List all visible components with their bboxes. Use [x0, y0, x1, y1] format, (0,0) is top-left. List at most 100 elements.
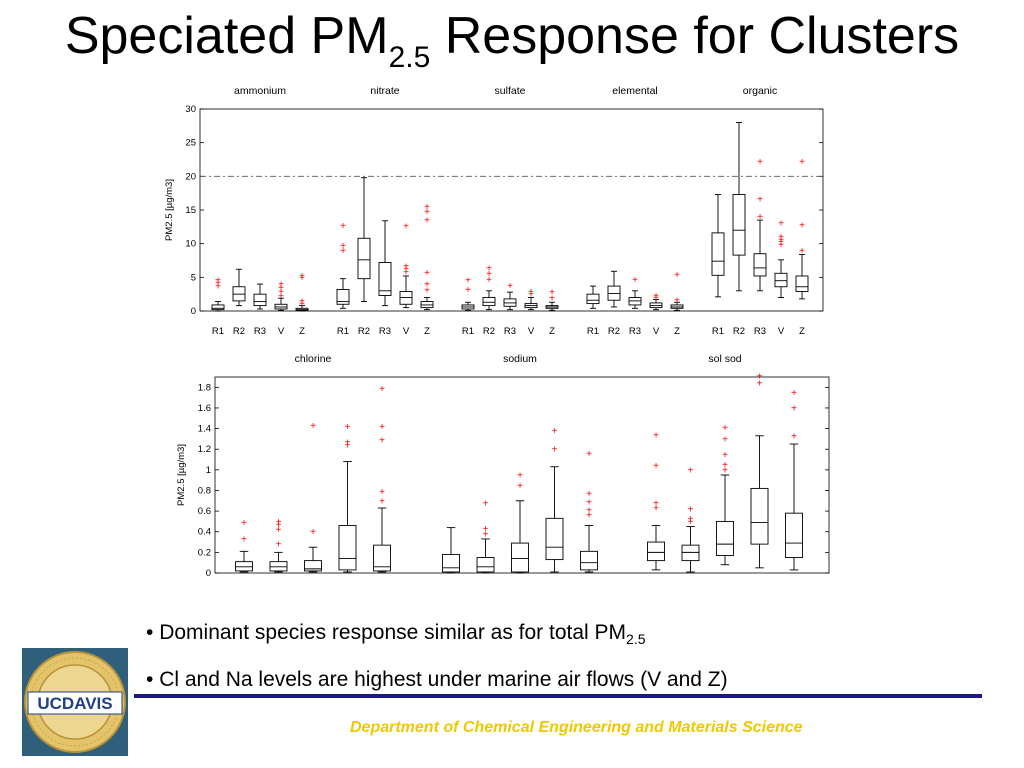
group-title: sulfate — [495, 85, 526, 97]
y-tick-label: 25 — [185, 138, 196, 149]
bullet-item: • Dominant species response similar as f… — [146, 621, 646, 648]
y-tick-label: 1.4 — [198, 424, 211, 435]
outlier-point: + — [586, 506, 592, 517]
x-tick-label: R2 — [483, 326, 495, 337]
x-tick-label: Z — [549, 326, 555, 337]
outlier-point: + — [549, 294, 555, 305]
x-tick-label: R1 — [712, 326, 724, 337]
x-tick-label: R1 — [462, 326, 474, 337]
group-title: ammonium — [234, 85, 286, 97]
y-tick-label: 1.2 — [198, 444, 211, 455]
outlier-point: + — [379, 496, 385, 507]
y-tick-label: 5 — [191, 272, 196, 283]
outlier-point: + — [586, 449, 592, 460]
outlier-point: + — [688, 514, 694, 525]
outlier-point: + — [465, 285, 471, 296]
box-body — [732, 194, 746, 256]
outlier-point: + — [507, 281, 513, 292]
x-tick-label: R3 — [504, 326, 516, 337]
y-tick-label: 30 — [185, 104, 196, 115]
outlier-point: + — [340, 246, 346, 257]
group-title: nitrate — [370, 85, 399, 97]
outlier-point: + — [486, 269, 492, 280]
y-tick-label: 1.6 — [198, 403, 211, 414]
page-title: Speciated PM2.5 Response for Clusters — [64, 7, 960, 74]
group-title: organic — [743, 85, 777, 97]
outlier-point: + — [528, 290, 534, 301]
x-tick-label: R2 — [233, 326, 245, 337]
outlier-point: + — [653, 461, 659, 472]
outlier-point: + — [778, 235, 784, 246]
outlier-point: + — [345, 422, 351, 433]
outlier-point: + — [345, 437, 351, 448]
outlier-point: + — [757, 379, 763, 390]
x-tick-label: R3 — [379, 326, 391, 337]
outlier-point: + — [310, 421, 316, 432]
outlier-point: + — [653, 430, 659, 441]
outlier-point: + — [299, 296, 305, 307]
box-body — [716, 520, 734, 556]
outlier-point: + — [528, 287, 534, 298]
footer-rule — [134, 694, 982, 698]
x-tick-label: Z — [799, 326, 805, 337]
outlier-point: + — [310, 527, 316, 538]
outlier-point: + — [757, 212, 763, 223]
box-body — [753, 253, 767, 277]
outlier-point: + — [403, 264, 409, 275]
x-tick-label: R2 — [733, 326, 745, 337]
box-body — [750, 487, 769, 545]
x-tick-label: V — [778, 326, 785, 337]
outlier-point: + — [345, 441, 351, 452]
outlier-point: + — [674, 296, 680, 307]
outlier-point: + — [486, 263, 492, 274]
box-body — [357, 237, 371, 280]
box-body — [269, 561, 288, 572]
x-tick-label: V — [278, 326, 285, 337]
box-body — [795, 275, 809, 292]
chart-bottom: 0 0.2 0.4 0.6 0.8 1 1.2 1.4 1.6 1.8 PM2.5 [µg/m3] c… — [176, 353, 830, 579]
x-tick-label: R3 — [629, 326, 641, 337]
x-tick-label: V — [653, 326, 660, 337]
outlier-point: + — [483, 498, 489, 509]
outlier-point: + — [778, 218, 784, 229]
box-body — [338, 525, 357, 571]
outlier-point: + — [215, 282, 221, 293]
x-tick-label: R2 — [358, 326, 370, 337]
outlier-point: + — [465, 276, 471, 287]
outlier-point: + — [276, 520, 282, 531]
outlier-point: + — [483, 529, 489, 540]
x-tick-label: Z — [674, 326, 680, 337]
outlier-point: + — [674, 270, 680, 281]
outlier-point: + — [424, 286, 430, 297]
box-body — [711, 232, 725, 276]
outlier-point: + — [757, 195, 763, 206]
y-axis-label: PM2.5 [µg/m3] — [176, 444, 187, 506]
x-tick-label: R1 — [587, 326, 599, 337]
x-tick-label: R3 — [754, 326, 766, 337]
outlier-point: + — [549, 288, 555, 299]
group-title: sol sod — [708, 353, 741, 365]
box-body — [647, 541, 665, 562]
outlier-point: + — [722, 460, 728, 471]
outlier-point: + — [586, 497, 592, 508]
outlier-point: + — [379, 435, 385, 446]
svg-text:UCDAVIS: UCDAVIS — [37, 694, 112, 713]
outlier-point: + — [778, 232, 784, 243]
outlier-point: + — [653, 504, 659, 515]
outlier-point: + — [299, 273, 305, 284]
outlier-point: + — [340, 221, 346, 232]
box-body — [373, 544, 391, 572]
outlier-point: + — [299, 271, 305, 282]
box-body — [511, 542, 529, 573]
department-footer: Department of Chemical Engineering and M… — [350, 719, 803, 736]
outlier-point: + — [403, 267, 409, 278]
outlier-point: + — [215, 278, 221, 289]
outlier-point: + — [278, 287, 284, 298]
x-tick-label: V — [403, 326, 410, 337]
outlier-point: + — [276, 517, 282, 528]
x-tick-label: R1 — [337, 326, 349, 337]
box-body — [545, 517, 564, 561]
box-body — [304, 560, 322, 572]
outlier-point: + — [799, 246, 805, 257]
